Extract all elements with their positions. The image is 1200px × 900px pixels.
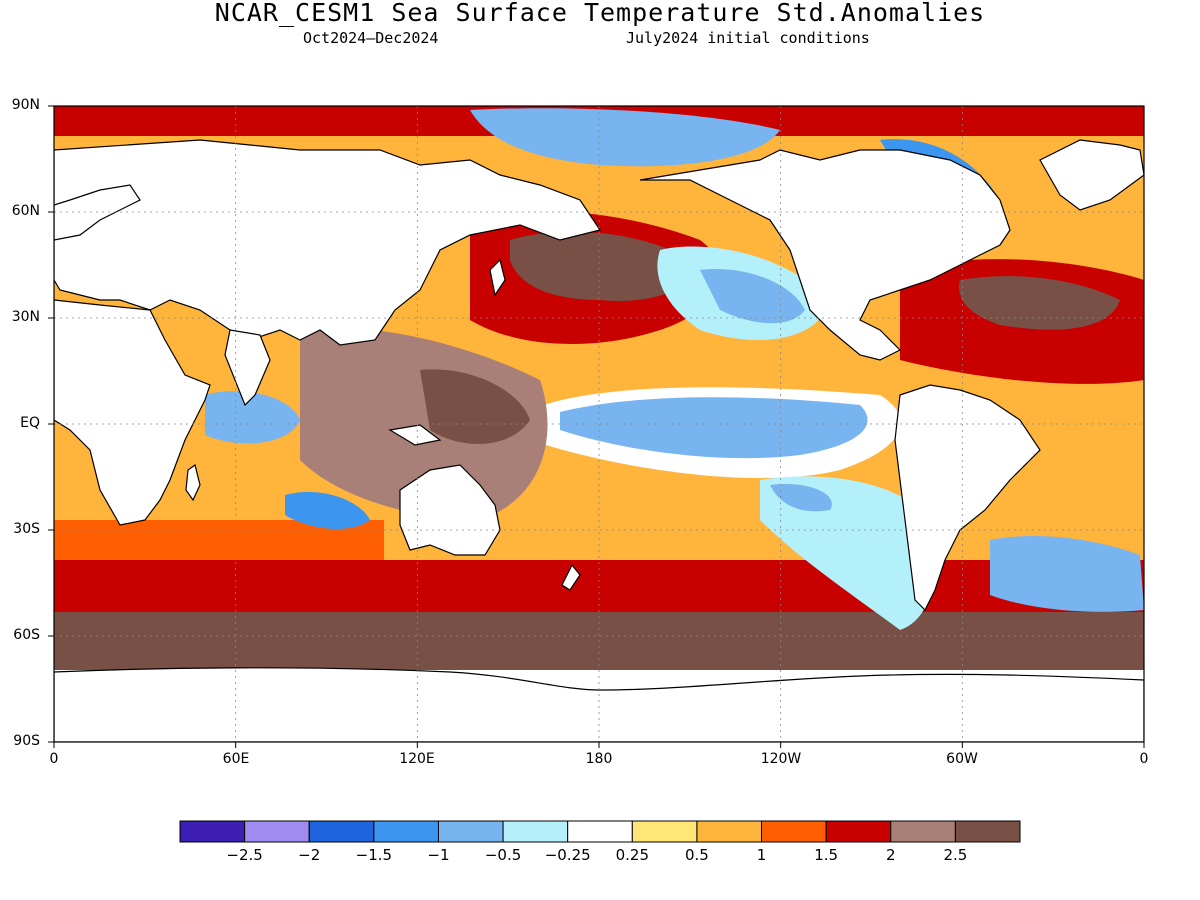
colorbar-swatch: [308, 820, 375, 843]
equatorial-pacific-cold: [560, 397, 868, 459]
colorbar-swatch: [502, 820, 569, 843]
colorbar-swatch: [890, 820, 956, 843]
north-pacific-strong-warm: [510, 231, 692, 301]
south-atlantic-cool: [990, 535, 1144, 612]
south-indian-cold: [285, 491, 370, 530]
north-america: [639, 149, 1011, 361]
colorbar-label: −0.5: [484, 846, 522, 864]
lon-label-120w: 120W: [760, 751, 802, 767]
colorbar-label: 0.25: [615, 846, 649, 864]
indian-ocean-cold: [205, 391, 300, 444]
colorbar-swatch: [631, 820, 698, 843]
map-area: [54, 106, 1144, 742]
colorbar-swatch: [373, 820, 439, 843]
colorbar-swatch: [761, 820, 827, 843]
madagascar: [185, 463, 201, 502]
colorbar-label: 1.5: [814, 846, 839, 864]
bering-arctic-cold: [470, 108, 780, 167]
europe: [54, 184, 141, 241]
colorbar-swatch: [179, 820, 246, 843]
lat-label-30s: 30S: [13, 521, 40, 537]
lat-label-60s: 60S: [13, 627, 40, 643]
colorbar-label: −2: [298, 846, 321, 864]
colorbar-label: 2: [885, 846, 896, 864]
eurasia: [54, 139, 601, 346]
japan: [489, 258, 506, 297]
colorbar-swatch: [954, 820, 1021, 843]
continents: [54, 139, 1144, 742]
colorbar-label: 2.5: [943, 846, 968, 864]
antarctica-coast: [54, 667, 1144, 742]
indonesia: [388, 424, 442, 446]
colorbar-swatch: [437, 820, 504, 843]
colorbar-swatch: [696, 820, 763, 843]
lat-label-90n: 90N: [11, 97, 40, 113]
lat-label-eq: EQ: [20, 415, 40, 431]
axis-ticks: [48, 105, 1145, 748]
colorbar-label: −1.5: [355, 846, 393, 864]
lon-label-0-west: 0: [49, 751, 59, 767]
colorbar-label: −2.5: [226, 846, 263, 864]
lon-label-0-east: 0: [1139, 751, 1149, 767]
southeast-pacific-cool: [760, 476, 934, 630]
initial-conditions: July2024 initial conditions: [626, 29, 870, 47]
lon-label-60e: 60E: [222, 751, 250, 767]
greenland: [1039, 139, 1144, 211]
colorbar-label: −0.25: [544, 846, 591, 864]
map-title: NCAR_CESM1 Sea Surface Temperature Std.A…: [214, 0, 986, 27]
colorbar-swatch: [567, 820, 633, 843]
colorbar-label: −1: [427, 846, 450, 864]
new-zealand: [561, 563, 581, 591]
lon-label-60w: 60W: [946, 751, 978, 767]
colorbar-label: 0.5: [684, 846, 709, 864]
lon-label-180: 180: [585, 751, 613, 767]
lat-label-60n: 60N: [11, 203, 40, 219]
lat-label-90s: 90S: [13, 733, 40, 749]
australia: [399, 464, 501, 556]
north-atlantic-strong-warm: [959, 276, 1120, 330]
colorbar: [179, 820, 1021, 843]
west-pacific-warm: [300, 327, 548, 520]
southeast-pacific-cold: [770, 484, 832, 512]
colorbar-swatch: [244, 820, 310, 843]
colorbar-label: 1: [756, 846, 767, 864]
india: [224, 329, 271, 407]
graticule: [54, 106, 1144, 742]
africa: [54, 299, 211, 526]
south-america: [894, 384, 1041, 612]
northeast-pacific-cold: [700, 269, 805, 324]
maritime-continent-warm: [420, 369, 530, 444]
lon-label-120e: 120E: [399, 751, 435, 767]
lat-label-30n: 30N: [11, 309, 40, 325]
forecast-period: Oct2024–Dec2024: [303, 29, 439, 47]
colorbar-swatch: [825, 820, 892, 843]
